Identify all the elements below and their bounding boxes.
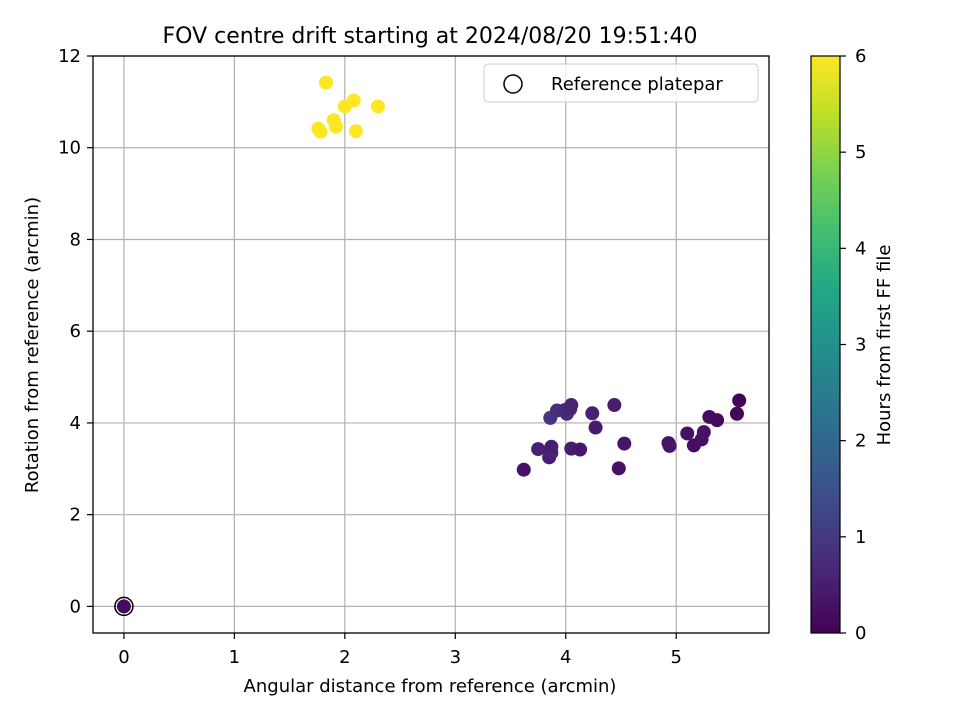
legend-box xyxy=(483,63,759,103)
y-tick-label: 10 xyxy=(58,138,81,159)
y-axis-label: Rotation from reference (arcmin) xyxy=(22,197,43,493)
data-point xyxy=(346,93,361,108)
data-point xyxy=(313,124,328,139)
x-tick-label: 0 xyxy=(118,647,129,668)
chart-title: FOV centre drift starting at 2024/08/20 … xyxy=(163,24,698,49)
x-tick-label: 1 xyxy=(229,647,240,668)
data-point xyxy=(573,442,588,457)
data-point xyxy=(710,413,725,428)
x-tick-label: 2 xyxy=(339,647,350,668)
y-tick-label: 8 xyxy=(70,229,81,250)
colorbar-ticks: 0 1 2 3 4 5 6 xyxy=(840,46,866,644)
data-point xyxy=(588,420,603,435)
legend-entry-reference: Reference platepar xyxy=(551,74,723,95)
x-tick-label: 5 xyxy=(670,647,681,668)
data-point xyxy=(531,442,546,457)
colorbar-tick-label: 0 xyxy=(855,623,866,644)
data-point xyxy=(585,406,600,421)
y-tick-label: 6 xyxy=(70,321,81,342)
colorbar-tick-label: 5 xyxy=(855,142,866,163)
colorbar-tick-label: 1 xyxy=(855,527,866,548)
colorbar-tick-label: 2 xyxy=(855,431,866,452)
data-point xyxy=(116,599,131,614)
data-point xyxy=(544,439,559,454)
reference-platepar-marker xyxy=(114,596,134,617)
scatter-points xyxy=(116,75,747,614)
x-tick-label: 3 xyxy=(450,647,461,668)
legend-reference-icon xyxy=(503,74,523,94)
plot-area xyxy=(93,56,769,633)
data-point xyxy=(729,406,744,421)
colorbar-tick-label: 3 xyxy=(855,335,866,356)
data-point xyxy=(370,99,385,114)
data-point xyxy=(564,398,579,413)
y-tick-label: 12 xyxy=(58,46,81,67)
data-point xyxy=(732,393,747,408)
y-tick-label: 0 xyxy=(70,596,81,617)
data-point xyxy=(516,462,531,477)
x-axis-label: Angular distance from reference (arcmin) xyxy=(244,676,617,697)
colorbar xyxy=(811,56,840,633)
data-point xyxy=(662,438,677,453)
data-point xyxy=(617,436,632,451)
colorbar-label: Hours from first FF file xyxy=(874,245,895,446)
y-tick-label: 2 xyxy=(70,505,81,526)
y-tick-label: 4 xyxy=(70,413,81,434)
y-axis-ticks: 0 2 4 6 8 10 12 xyxy=(58,46,93,617)
data-point xyxy=(607,398,622,413)
x-tick-label: 4 xyxy=(560,647,571,668)
data-point xyxy=(696,425,711,440)
colorbar-tick-label: 6 xyxy=(855,46,866,67)
plot-frame xyxy=(92,55,770,634)
x-axis-ticks: 0 1 2 3 4 5 xyxy=(118,633,682,668)
colorbar-tick-label: 4 xyxy=(855,238,866,259)
data-point xyxy=(329,119,344,134)
data-point xyxy=(319,75,334,90)
data-point xyxy=(611,461,626,476)
data-point xyxy=(680,426,695,441)
legend: Reference platepar xyxy=(483,63,759,103)
data-point xyxy=(348,124,363,139)
